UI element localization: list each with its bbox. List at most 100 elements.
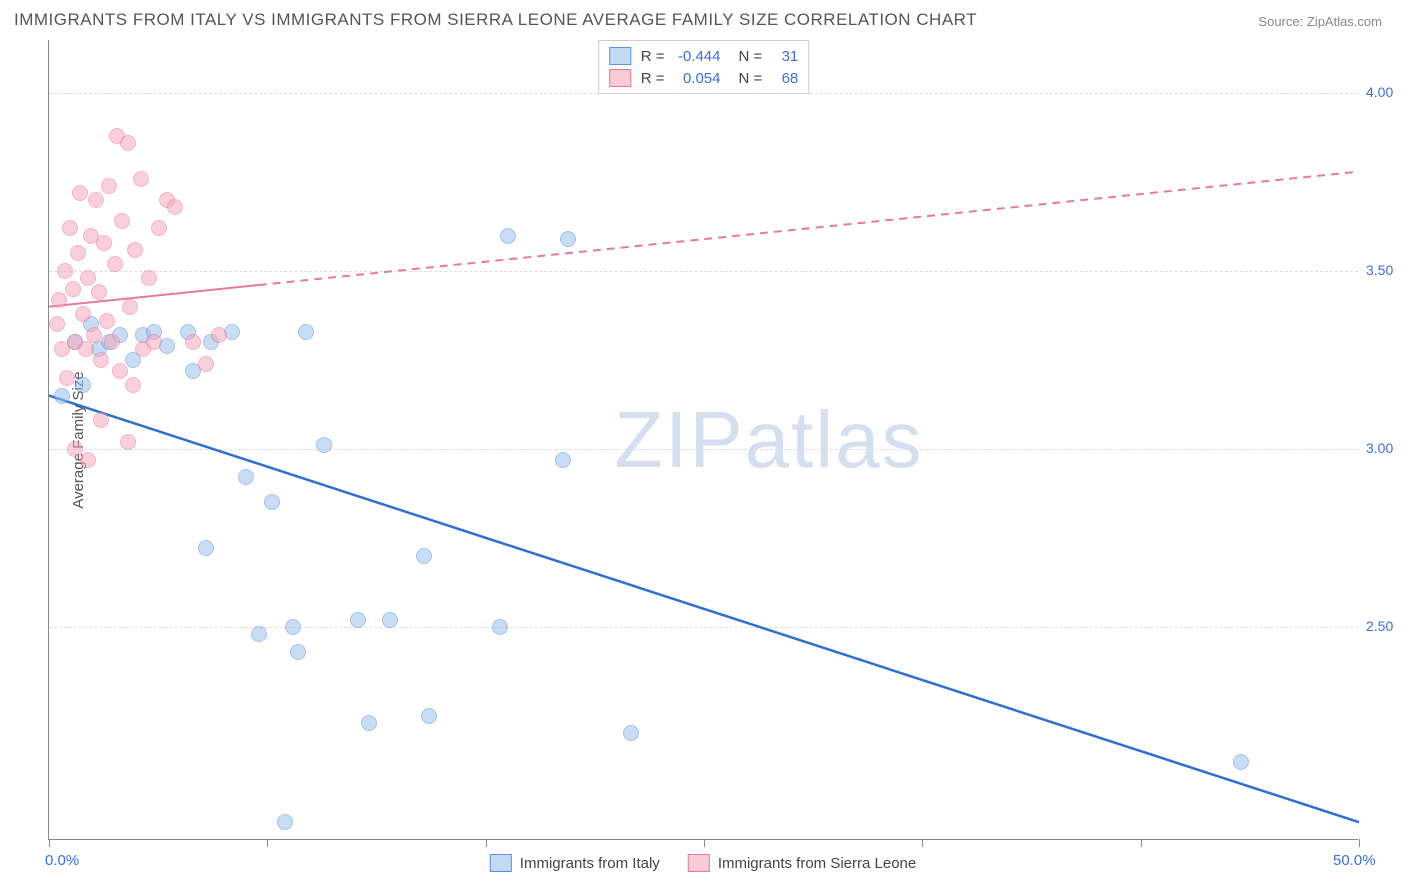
scatter-point: [93, 412, 109, 428]
gridline-horizontal: [49, 627, 1358, 628]
scatter-point: [146, 334, 162, 350]
scatter-point: [88, 192, 104, 208]
scatter-point: [290, 644, 306, 660]
legend-swatch: [609, 47, 631, 65]
chart-title: IMMIGRANTS FROM ITALY VS IMMIGRANTS FROM…: [14, 10, 977, 30]
gridline-horizontal: [49, 93, 1358, 94]
scatter-point: [185, 334, 201, 350]
n-label: N =: [739, 70, 763, 87]
scatter-point: [167, 199, 183, 215]
scatter-point: [72, 185, 88, 201]
scatter-point: [122, 299, 138, 315]
scatter-point: [120, 434, 136, 450]
x-tick: [704, 839, 705, 847]
r-label: R =: [641, 70, 665, 87]
stats-legend-box: R = -0.444 N = 31 R = 0.054 N = 68: [598, 40, 810, 94]
y-tick-label: 3.50: [1366, 262, 1406, 278]
scatter-point: [421, 708, 437, 724]
y-tick-label: 2.50: [1366, 618, 1406, 634]
scatter-point: [91, 284, 107, 300]
n-label: N =: [739, 48, 763, 65]
scatter-point: [623, 725, 639, 741]
scatter-point: [151, 220, 167, 236]
y-tick-label: 4.00: [1366, 84, 1406, 100]
scatter-point: [99, 313, 115, 329]
scatter-point: [416, 548, 432, 564]
scatter-point: [560, 231, 576, 247]
scatter-point: [104, 334, 120, 350]
legend-swatch: [609, 69, 631, 87]
bottom-legend: Immigrants from Italy Immigrants from Sie…: [490, 854, 916, 872]
trend-overlay: [49, 40, 1359, 840]
x-tick: [1359, 839, 1360, 847]
n-value: 31: [768, 48, 798, 65]
scatter-point: [120, 135, 136, 151]
legend-label: Immigrants from Sierra Leone: [718, 855, 916, 872]
scatter-point: [62, 220, 78, 236]
x-tick: [267, 839, 268, 847]
scatter-point: [107, 256, 123, 272]
scatter-point: [211, 327, 227, 343]
scatter-point: [285, 619, 301, 635]
legend-swatch: [688, 854, 710, 872]
scatter-point: [114, 213, 130, 229]
scatter-point: [96, 235, 112, 251]
legend-item: Immigrants from Italy: [490, 854, 660, 872]
scatter-point: [277, 814, 293, 830]
scatter-point: [80, 452, 96, 468]
watermark: ZIPatlas: [614, 394, 923, 486]
scatter-point: [251, 626, 267, 642]
gridline-horizontal: [49, 271, 1358, 272]
source-attribution: Source: ZipAtlas.com: [1258, 14, 1382, 29]
x-tick: [486, 839, 487, 847]
y-tick-label: 3.00: [1366, 440, 1406, 456]
x-tick-label: 50.0%: [1333, 852, 1376, 869]
scatter-point: [57, 263, 73, 279]
scatter-point: [198, 356, 214, 372]
scatter-point: [112, 363, 128, 379]
r-label: R =: [641, 48, 665, 65]
scatter-point: [492, 619, 508, 635]
stats-row: R = -0.444 N = 31: [609, 45, 799, 67]
scatter-point: [70, 245, 86, 261]
gridline-horizontal: [49, 449, 1358, 450]
scatter-point: [1233, 754, 1249, 770]
scatter-point: [86, 327, 102, 343]
r-value: -0.444: [671, 48, 721, 65]
scatter-point: [78, 341, 94, 357]
scatter-point: [65, 281, 81, 297]
x-tick: [1141, 839, 1142, 847]
r-value: 0.054: [671, 70, 721, 87]
scatter-point: [59, 370, 75, 386]
scatter-point: [316, 437, 332, 453]
scatter-point: [80, 270, 96, 286]
plot-region: ZIPatlas R =-0.444N =31R =0.054N =68 2.5…: [48, 40, 1358, 840]
scatter-point: [264, 494, 280, 510]
scatter-point: [101, 178, 117, 194]
scatter-point: [298, 324, 314, 340]
x-tick: [49, 839, 50, 847]
scatter-point: [75, 306, 91, 322]
scatter-point: [361, 715, 377, 731]
source-label: Source:: [1258, 14, 1303, 29]
scatter-point: [198, 540, 214, 556]
n-value: 68: [768, 70, 798, 87]
legend-swatch: [490, 854, 512, 872]
scatter-point: [125, 377, 141, 393]
source-value: ZipAtlas.com: [1307, 14, 1382, 29]
x-tick: [922, 839, 923, 847]
scatter-point: [133, 171, 149, 187]
scatter-point: [54, 388, 70, 404]
scatter-point: [51, 292, 67, 308]
scatter-point: [75, 377, 91, 393]
scatter-point: [555, 452, 571, 468]
scatter-point: [238, 469, 254, 485]
watermark-zip: ZIP: [614, 395, 744, 484]
scatter-point: [49, 316, 65, 332]
chart-area: Average Family Size ZIPatlas R =-0.444N …: [48, 40, 1358, 840]
scatter-point: [127, 242, 143, 258]
x-tick-label: 0.0%: [45, 852, 79, 869]
stats-row: R = 0.054 N = 68: [609, 67, 799, 89]
scatter-point: [500, 228, 516, 244]
scatter-point: [382, 612, 398, 628]
